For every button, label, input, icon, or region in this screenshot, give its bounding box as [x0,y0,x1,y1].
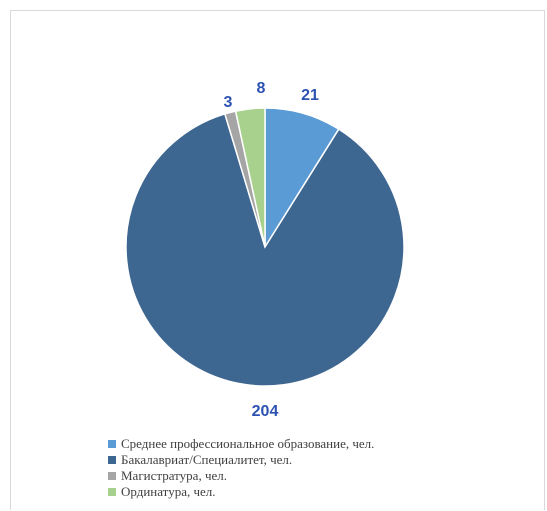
legend-swatch-bachelor [108,456,116,464]
legend-label-residency: Ординатура, чел. [121,484,216,499]
legend-label-master: Магистратура, чел. [121,468,227,483]
legend-item-spo: Среднее профессиональное образование, че… [108,436,374,452]
legend: Среднее профессиональное образование, че… [108,436,374,500]
legend-swatch-master [108,472,116,480]
legend-label-bachelor: Бакалавриат/Специалитет, чел. [121,452,293,467]
data-label-master: 3 [224,94,233,111]
pie-slice-residency [234,107,266,248]
data-label-spo: 21 [301,87,319,104]
legend-swatch-residency [108,488,116,496]
legend-item-bachelor: Бакалавриат/Специалитет, чел. [108,452,374,468]
legend-swatch-spo [108,440,116,448]
data-label-bachelor: 204 [252,403,279,420]
legend-item-master: Магистратура, чел. [108,468,374,484]
data-label-residency: 8 [257,80,266,97]
legend-item-residency: Ординатура, чел. [108,484,374,500]
pie-slice-bachelor [125,112,405,387]
legend-label-spo: Среднее профессиональное образование, че… [121,436,375,451]
